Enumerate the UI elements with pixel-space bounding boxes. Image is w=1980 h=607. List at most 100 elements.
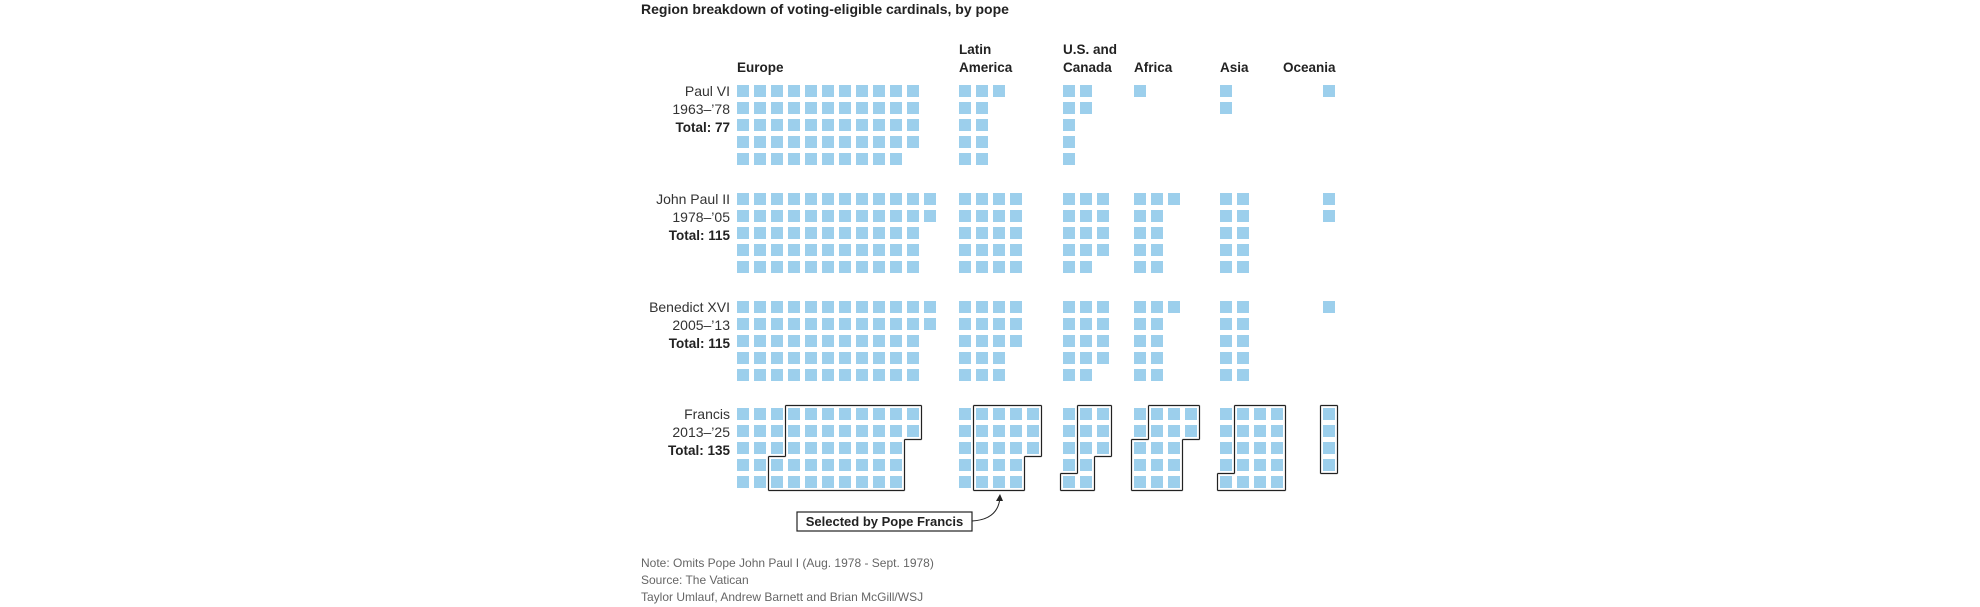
pope-name-paul-vi: Paul VI (685, 83, 730, 99)
square-john-paul-ii-europe (771, 244, 783, 256)
square-john-paul-ii-latam (993, 244, 1005, 256)
square-benedict-xvi-latam (1010, 301, 1022, 313)
square-john-paul-ii-europe (737, 244, 749, 256)
square-francis-europe (822, 459, 834, 471)
square-francis-europe (822, 425, 834, 437)
square-john-paul-ii-latam (976, 261, 988, 273)
square-francis-oceania (1323, 442, 1335, 454)
square-francis-latam (993, 442, 1005, 454)
square-paul-vi-europe (856, 119, 868, 131)
square-paul-vi-europe (890, 119, 902, 131)
square-francis-africa (1151, 425, 1163, 437)
square-john-paul-ii-europe (822, 193, 834, 205)
square-john-paul-ii-latam (959, 227, 971, 239)
square-paul-vi-latam (959, 153, 971, 165)
square-francis-europe (754, 408, 766, 420)
square-francis-usc (1080, 425, 1092, 437)
square-john-paul-ii-europe (788, 261, 800, 273)
square-benedict-xvi-latam (1010, 335, 1022, 347)
square-benedict-xvi-latam (993, 335, 1005, 347)
square-john-paul-ii-africa (1134, 193, 1146, 205)
square-benedict-xvi-europe (873, 335, 885, 347)
square-francis-africa (1134, 459, 1146, 471)
square-benedict-xvi-asia (1220, 369, 1232, 381)
square-benedict-xvi-usc (1063, 335, 1075, 347)
square-paul-vi-europe (856, 136, 868, 148)
square-benedict-xvi-europe (754, 352, 766, 364)
square-francis-europe (805, 476, 817, 488)
square-john-paul-ii-africa (1151, 227, 1163, 239)
square-john-paul-ii-europe (907, 210, 919, 222)
square-paul-vi-europe (788, 136, 800, 148)
square-benedict-xvi-europe (873, 301, 885, 313)
square-john-paul-ii-europe (907, 227, 919, 239)
square-john-paul-ii-europe (839, 244, 851, 256)
square-john-paul-ii-europe (873, 210, 885, 222)
square-francis-latam (1010, 425, 1022, 437)
square-francis-asia (1254, 442, 1266, 454)
square-paul-vi-europe (890, 85, 902, 97)
square-john-paul-ii-usc (1063, 193, 1075, 205)
square-john-paul-ii-usc (1080, 210, 1092, 222)
square-benedict-xvi-europe (839, 352, 851, 364)
square-francis-asia (1271, 476, 1283, 488)
square-paul-vi-europe (907, 136, 919, 148)
square-benedict-xvi-africa (1151, 335, 1163, 347)
square-john-paul-ii-africa (1151, 193, 1163, 205)
square-francis-europe (890, 442, 902, 454)
region-label-oceania: Oceania (1283, 60, 1336, 75)
square-francis-usc (1097, 442, 1109, 454)
square-francis-africa (1168, 476, 1180, 488)
square-paul-vi-europe (771, 85, 783, 97)
square-john-paul-ii-africa (1134, 227, 1146, 239)
square-john-paul-ii-europe (754, 227, 766, 239)
square-paul-vi-europe (805, 136, 817, 148)
square-benedict-xvi-europe (856, 352, 868, 364)
square-paul-vi-europe (907, 119, 919, 131)
selection-outline-latam (972, 404, 1043, 492)
square-john-paul-ii-europe (873, 227, 885, 239)
square-john-paul-ii-europe (890, 210, 902, 222)
square-francis-asia (1220, 442, 1232, 454)
square-francis-europe (805, 425, 817, 437)
square-benedict-xvi-latam (976, 369, 988, 381)
square-paul-vi-europe (737, 153, 749, 165)
square-john-paul-ii-latam (1010, 261, 1022, 273)
square-francis-africa (1134, 425, 1146, 437)
selection-outline-usc (1059, 404, 1113, 492)
square-benedict-xvi-europe (737, 369, 749, 381)
square-francis-asia (1271, 425, 1283, 437)
square-benedict-xvi-europe (805, 301, 817, 313)
square-paul-vi-europe (805, 85, 817, 97)
square-john-paul-ii-europe (788, 210, 800, 222)
square-benedict-xvi-latam (959, 301, 971, 313)
square-john-paul-ii-europe (771, 227, 783, 239)
square-benedict-xvi-europe (754, 335, 766, 347)
square-john-paul-ii-usc (1063, 210, 1075, 222)
square-francis-latam (959, 442, 971, 454)
square-francis-latam (1027, 425, 1039, 437)
square-benedict-xvi-europe (754, 369, 766, 381)
square-benedict-xvi-oceania (1323, 301, 1335, 313)
selection-outline-oceania (1319, 404, 1339, 475)
square-john-paul-ii-europe (907, 261, 919, 273)
square-francis-europe (771, 425, 783, 437)
square-francis-africa (1168, 408, 1180, 420)
chart-title: Region breakdown of voting-eligible card… (641, 1, 1009, 17)
square-paul-vi-europe (839, 102, 851, 114)
square-benedict-xvi-europe (873, 352, 885, 364)
square-benedict-xvi-europe (805, 318, 817, 330)
square-paul-vi-europe (907, 85, 919, 97)
square-francis-europe (873, 425, 885, 437)
square-francis-europe (856, 425, 868, 437)
square-francis-europe (856, 442, 868, 454)
square-benedict-xvi-latam (959, 352, 971, 364)
square-john-paul-ii-europe (924, 193, 936, 205)
square-john-paul-ii-europe (873, 193, 885, 205)
square-francis-europe (839, 476, 851, 488)
square-john-paul-ii-europe (907, 244, 919, 256)
square-paul-vi-europe (754, 136, 766, 148)
square-benedict-xvi-europe (839, 301, 851, 313)
square-john-paul-ii-latam (959, 244, 971, 256)
square-john-paul-ii-europe (856, 227, 868, 239)
